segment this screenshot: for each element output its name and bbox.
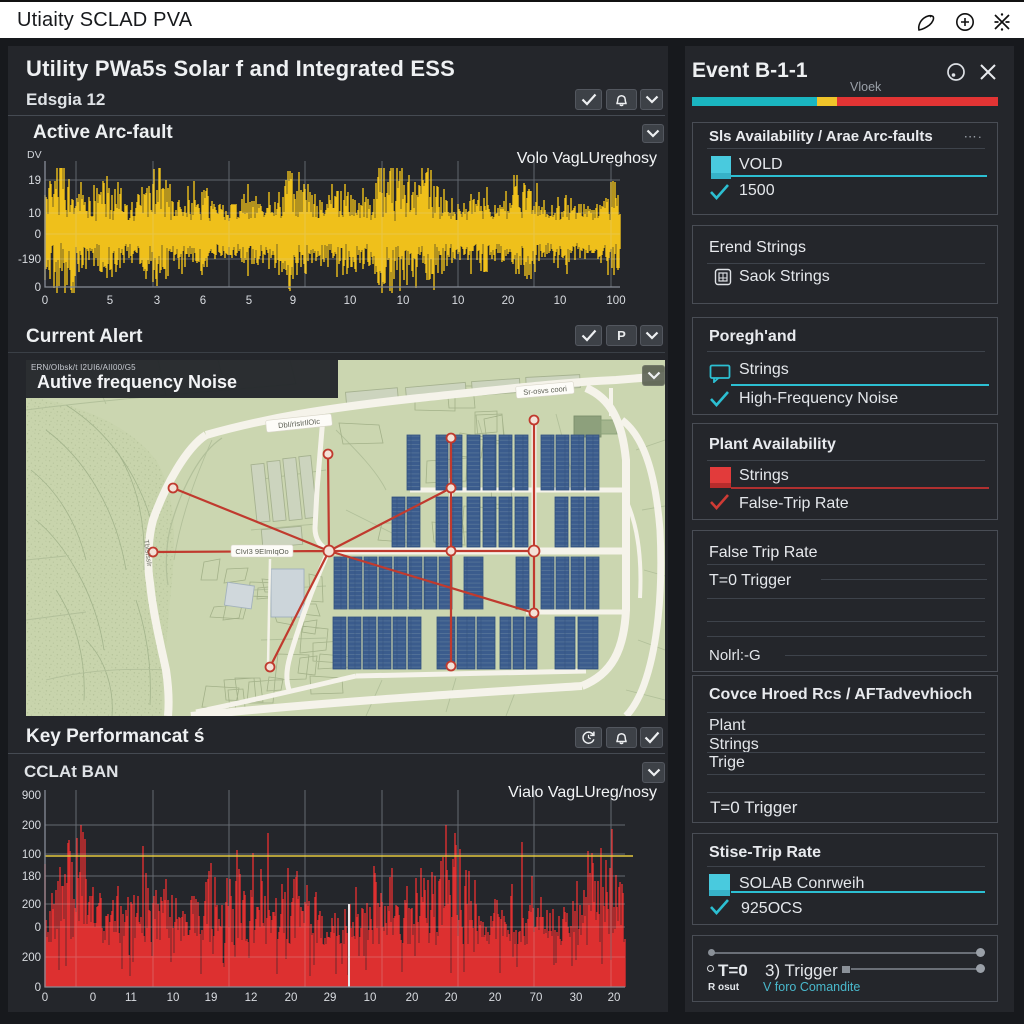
svg-text:3: 3 bbox=[154, 295, 160, 307]
svg-text:10: 10 bbox=[28, 208, 41, 220]
svg-text:200: 200 bbox=[22, 952, 41, 964]
svg-text:5: 5 bbox=[246, 295, 252, 307]
svg-text:19: 19 bbox=[205, 992, 218, 1004]
svg-text:6: 6 bbox=[200, 295, 206, 307]
svg-text:-190: -190 bbox=[18, 254, 41, 266]
svg-text:20: 20 bbox=[608, 992, 621, 1004]
svg-text:0: 0 bbox=[35, 982, 41, 994]
svg-text:TbIsIssIr: TbIsIssIr bbox=[142, 539, 152, 567]
svg-text:0: 0 bbox=[42, 992, 48, 1004]
svg-text:0: 0 bbox=[35, 922, 41, 934]
svg-text:20: 20 bbox=[502, 295, 515, 307]
svg-text:200: 200 bbox=[22, 820, 41, 832]
svg-text:200: 200 bbox=[22, 899, 41, 911]
svg-text:10: 10 bbox=[554, 295, 567, 307]
svg-text:Sr-osvs coori: Sr-osvs coori bbox=[523, 384, 568, 397]
svg-text:20: 20 bbox=[445, 992, 458, 1004]
svg-text:10: 10 bbox=[167, 992, 180, 1004]
svg-text:0: 0 bbox=[35, 282, 41, 294]
svg-text:12: 12 bbox=[245, 992, 258, 1004]
svg-text:10: 10 bbox=[364, 992, 377, 1004]
svg-text:900: 900 bbox=[22, 790, 41, 802]
svg-text:10: 10 bbox=[452, 295, 465, 307]
svg-text:30: 30 bbox=[570, 992, 583, 1004]
svg-text:100: 100 bbox=[606, 295, 625, 307]
svg-text:5: 5 bbox=[107, 295, 113, 307]
svg-text:0: 0 bbox=[42, 295, 48, 307]
svg-text:20: 20 bbox=[406, 992, 419, 1004]
svg-text:0: 0 bbox=[90, 992, 96, 1004]
svg-text:100: 100 bbox=[22, 849, 41, 861]
svg-text:70: 70 bbox=[530, 992, 543, 1004]
svg-text:Volo VagLUreghosy: Volo VagLUreghosy bbox=[517, 150, 657, 167]
svg-text:CIvI3 9EImIqOo: CIvI3 9EImIqOo bbox=[235, 547, 288, 556]
svg-text:Vialo VagLUreg/nosy: Vialo VagLUreg/nosy bbox=[508, 785, 657, 801]
svg-text:20: 20 bbox=[285, 992, 298, 1004]
svg-text:DV: DV bbox=[27, 149, 42, 161]
svg-text:10: 10 bbox=[397, 295, 410, 307]
svg-text:0: 0 bbox=[35, 229, 41, 241]
svg-text:DbI/rIsIrIlOIc: DbI/rIsIrIlOIc bbox=[278, 417, 321, 430]
svg-text:29: 29 bbox=[324, 992, 337, 1004]
svg-text:20: 20 bbox=[489, 992, 502, 1004]
svg-text:9: 9 bbox=[290, 295, 296, 307]
svg-text:11: 11 bbox=[125, 992, 137, 1004]
svg-text:19: 19 bbox=[28, 175, 41, 187]
svg-text:180: 180 bbox=[22, 871, 41, 883]
svg-text:10: 10 bbox=[344, 295, 357, 307]
